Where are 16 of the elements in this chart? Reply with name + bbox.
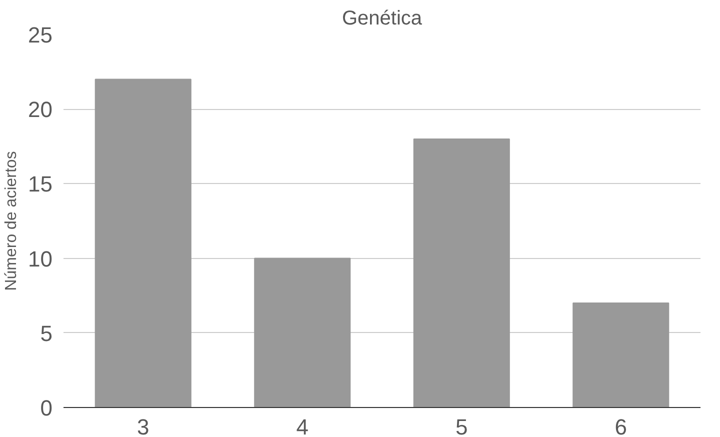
y-axis-title: Número de aciertos	[3, 151, 20, 291]
y-tick-label: 0	[40, 396, 53, 420]
x-tick-label: 4	[296, 414, 309, 437]
y-tick-label: 10	[28, 246, 53, 272]
bar	[572, 302, 670, 408]
bar	[254, 258, 351, 408]
y-tick-label: 25	[28, 22, 53, 48]
y-tick-label: 20	[28, 97, 53, 122]
chart-title: Genética	[342, 8, 423, 30]
y-tick-label: 15	[28, 172, 53, 197]
x-tick-label: 3	[137, 414, 150, 437]
bar	[413, 138, 510, 408]
x-tick-label: 6	[614, 414, 628, 437]
y-tick-label: 5	[40, 320, 53, 346]
bar	[94, 78, 192, 408]
x-tick-label: 5	[456, 414, 468, 437]
